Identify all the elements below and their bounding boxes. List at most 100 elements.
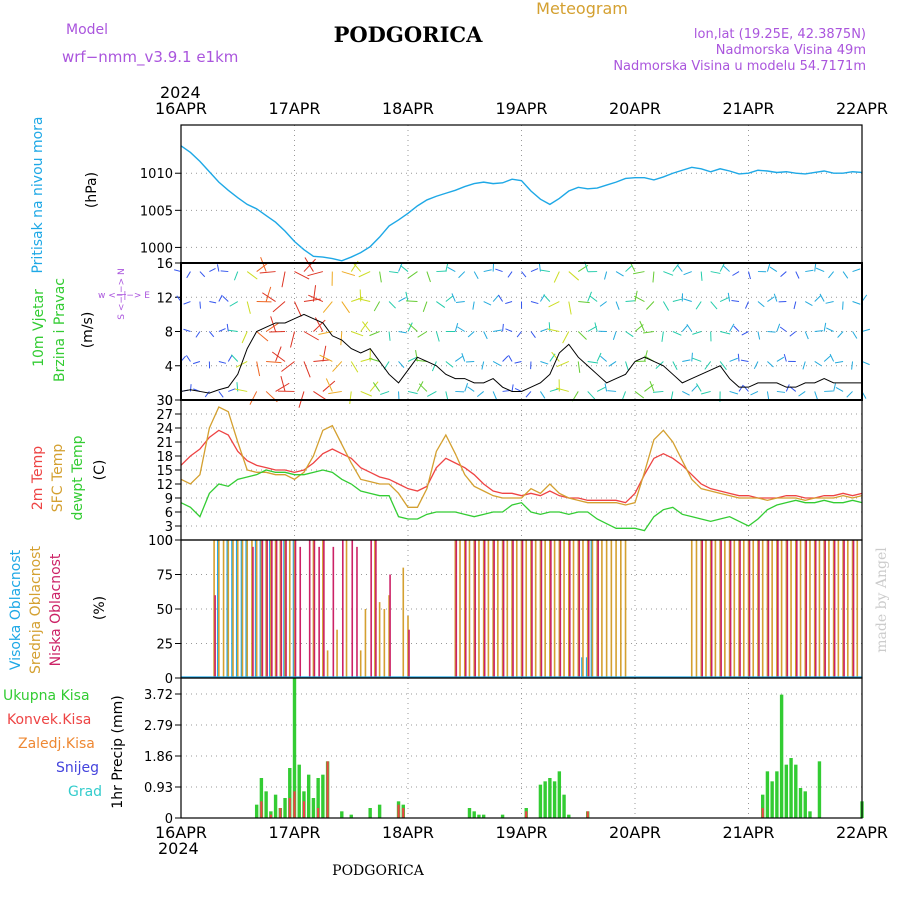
precip-total-bar (316, 778, 320, 818)
precip-total-bar (552, 781, 557, 818)
wind-arrow (731, 300, 740, 303)
wind-arrow (738, 384, 744, 392)
wind-arrow (467, 386, 475, 392)
y-tick-label: 3.72 (144, 688, 173, 703)
precip-total-bar (467, 808, 472, 818)
wind-arrow (615, 271, 624, 277)
wind-arrow (577, 331, 587, 340)
wind-arrow (249, 391, 258, 405)
precip-total-bar (557, 771, 562, 818)
y-tick-label: 3 (165, 520, 173, 535)
precip-total-bar (311, 798, 316, 818)
wind-arrow (634, 295, 645, 302)
wind-arrow (275, 382, 290, 392)
wind-arrow (417, 331, 428, 338)
wind-arrow (186, 355, 191, 362)
precip-conv-bar (260, 801, 263, 818)
y-tick-label: 75 (156, 569, 173, 584)
y-tick-label: 1005 (140, 204, 173, 219)
precip-total-bar (288, 768, 292, 818)
wind-arrow (226, 323, 229, 332)
y-tick-label: 21 (156, 436, 173, 451)
top-time-axis: 16APR 17APR 18APR 19APR 20APR 21APR 22APR (155, 99, 888, 118)
precip-total-bar (321, 774, 325, 818)
precip-conv-bar (525, 811, 528, 818)
wind-arrow (303, 361, 311, 378)
wind-arrow (455, 355, 463, 362)
wind-arrow (676, 264, 683, 272)
wind-arrow (405, 300, 418, 303)
wind-arrow (672, 298, 682, 303)
wind-arrow (307, 271, 324, 277)
cloud-ylabel-low: Niska Oblacnost (48, 553, 64, 666)
wind-arrow (218, 294, 223, 302)
wind-arrow (407, 356, 418, 362)
wind-arrow (662, 301, 670, 311)
page-title: PODGORICA (334, 22, 484, 47)
wind-arrow (846, 391, 853, 398)
wind-arrow (829, 353, 835, 362)
time-label-bottom: 17APR (268, 823, 320, 842)
wind-arrow (743, 385, 749, 392)
wind-arrow (418, 383, 428, 392)
wind-arrow (655, 361, 664, 369)
wind-arrow (481, 361, 485, 370)
wind-arrow (766, 391, 770, 400)
wind-arrow (568, 271, 580, 281)
wind-arrow (649, 381, 655, 392)
wind-arrow (748, 271, 751, 280)
wind-arrow (405, 291, 409, 302)
pressure-unit: (hPa) (84, 172, 100, 208)
temp-ylabel-2m: 2m Temp (30, 446, 46, 510)
wind-arrow (380, 390, 390, 395)
wind-arrow (234, 388, 248, 392)
wind-arrow (349, 391, 352, 405)
wind-arrow (804, 331, 809, 340)
precip-total-bar (789, 758, 793, 818)
precip-legend-item: Snijeg (56, 760, 99, 776)
wind-arrow (304, 257, 314, 272)
wind-arrow (779, 326, 787, 332)
wind-arrow (600, 355, 607, 362)
wind-arrow (507, 271, 513, 278)
wind-arrow (737, 353, 740, 362)
wind-arrow (695, 301, 702, 310)
time-label-bottom: 22APR (836, 823, 888, 842)
wind-arrow (825, 301, 834, 304)
wind-arrow (842, 271, 849, 279)
wind-arrow (435, 331, 440, 342)
wind-arrow (823, 355, 832, 362)
wind-arrow (493, 329, 502, 332)
cloud-unit: (%) (92, 596, 108, 620)
wind-arrow (727, 292, 731, 302)
wind-arrow (341, 301, 350, 314)
model-label: Model (66, 22, 108, 38)
wind-arrow (514, 387, 522, 392)
wind-arrow (634, 290, 638, 302)
wind-arrow (833, 383, 836, 392)
wind-ylabel-2: Brzina i Pravac (52, 278, 68, 382)
y-tick-label: 30 (156, 394, 173, 409)
wind-arrow (290, 331, 295, 348)
wind-arrow (407, 271, 418, 279)
wind-arrow (594, 322, 598, 332)
wind-arrow (672, 331, 682, 336)
wind-arrow (360, 321, 369, 332)
wind-arrow (398, 361, 405, 368)
wind-arrow (861, 361, 870, 366)
wind-arrow (861, 328, 871, 332)
wind-arrow (492, 391, 498, 400)
cloud-ylabel-mid: Srednja Oblacnost (28, 546, 44, 674)
wind-arrow (625, 264, 633, 272)
precip-conv-bar (317, 808, 320, 818)
wind-arrow (834, 360, 844, 364)
precip-total-bar (349, 814, 353, 818)
wind-arrow (789, 331, 797, 337)
wind-arrow (322, 380, 336, 392)
wind-arrow (389, 271, 399, 274)
credit-watermark: made by Angel (874, 547, 890, 653)
wind-arrow (587, 325, 597, 332)
wind-arrow (596, 352, 602, 362)
wind-arrow (607, 390, 617, 392)
